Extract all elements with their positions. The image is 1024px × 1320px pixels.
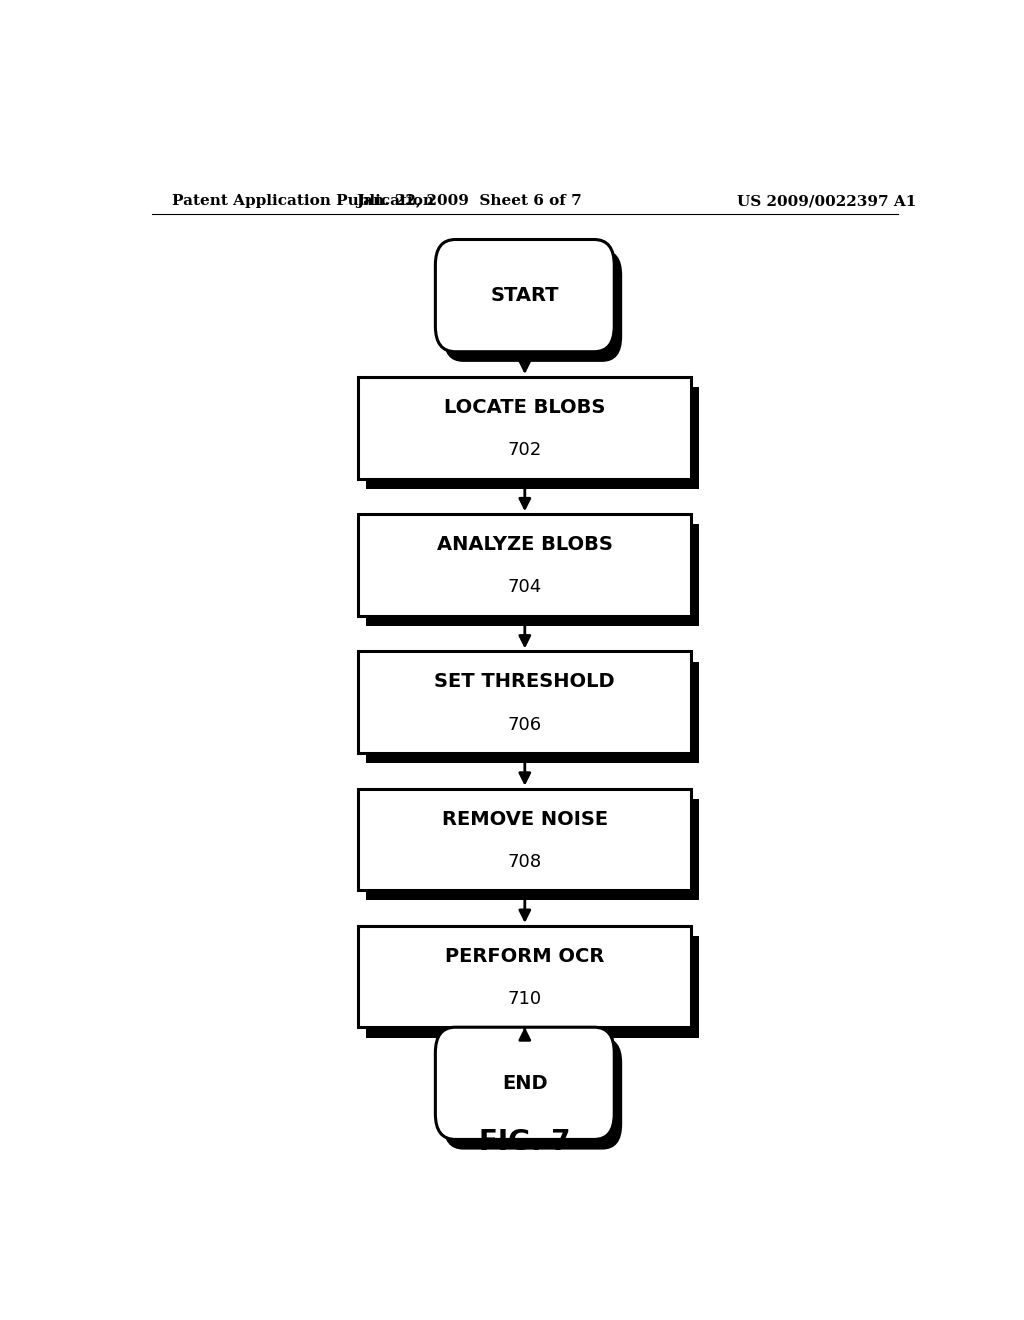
Text: START: START — [490, 286, 559, 305]
Text: 710: 710 — [508, 990, 542, 1008]
Text: SET THRESHOLD: SET THRESHOLD — [434, 672, 615, 692]
FancyBboxPatch shape — [367, 661, 699, 763]
Text: ANALYZE BLOBS: ANALYZE BLOBS — [437, 535, 612, 554]
FancyBboxPatch shape — [358, 788, 691, 890]
Text: END: END — [502, 1074, 548, 1093]
Text: 704: 704 — [508, 578, 542, 597]
Text: 702: 702 — [508, 441, 542, 459]
Text: 706: 706 — [508, 715, 542, 734]
Text: LOCATE BLOBS: LOCATE BLOBS — [444, 397, 605, 417]
Text: PERFORM OCR: PERFORM OCR — [445, 946, 604, 966]
FancyBboxPatch shape — [367, 799, 699, 900]
Text: Patent Application Publication: Patent Application Publication — [172, 194, 433, 209]
FancyBboxPatch shape — [443, 249, 623, 362]
FancyBboxPatch shape — [435, 1027, 614, 1139]
Text: REMOVE NOISE: REMOVE NOISE — [441, 809, 608, 829]
FancyBboxPatch shape — [358, 378, 691, 479]
FancyBboxPatch shape — [367, 936, 699, 1038]
Text: US 2009/0022397 A1: US 2009/0022397 A1 — [736, 194, 916, 209]
FancyBboxPatch shape — [435, 239, 614, 351]
FancyBboxPatch shape — [358, 651, 691, 752]
FancyBboxPatch shape — [443, 1038, 623, 1150]
FancyBboxPatch shape — [367, 387, 699, 488]
FancyBboxPatch shape — [358, 515, 691, 616]
Text: Jan. 22, 2009  Sheet 6 of 7: Jan. 22, 2009 Sheet 6 of 7 — [356, 194, 582, 209]
Text: FIG. 7: FIG. 7 — [479, 1129, 570, 1156]
FancyBboxPatch shape — [358, 925, 691, 1027]
Text: 708: 708 — [508, 853, 542, 871]
FancyBboxPatch shape — [367, 524, 699, 626]
